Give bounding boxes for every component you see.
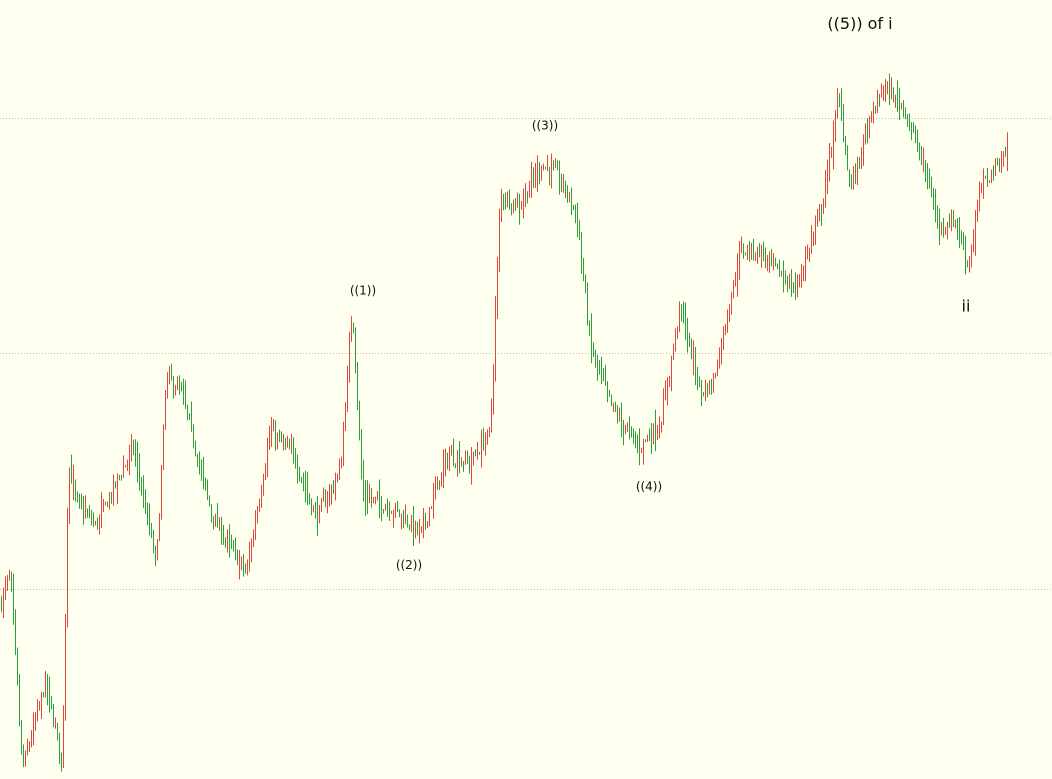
- wave-label-0: ((1)): [350, 283, 376, 297]
- wave-label-1: ((2)): [396, 558, 422, 572]
- wave-label-4: ((5)) of i: [827, 14, 892, 33]
- wave-label-3: ((4)): [636, 480, 662, 494]
- labels-layer: ((1)) ((2)) ((3)) ((4)) ((5)) of i ii: [350, 14, 971, 572]
- bars-layer: [1, 73, 1008, 772]
- grid-layer: [0, 118, 1052, 590]
- wave-label-2: ((3)): [532, 119, 558, 133]
- wave-label-5: ii: [962, 297, 971, 316]
